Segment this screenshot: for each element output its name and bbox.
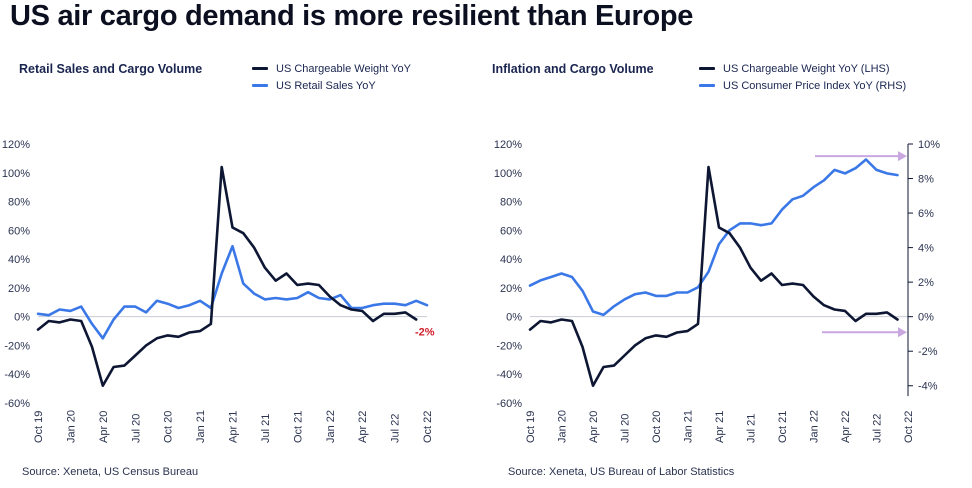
y-right-tick-label: 6% — [918, 208, 934, 220]
x-tick-label: Oct 22 — [903, 411, 915, 443]
y-right-tick-label: 10% — [918, 139, 940, 151]
chart1-legend: US Chargeable Weight YoY US Retail Sales… — [252, 60, 411, 94]
weight-arrow-head — [898, 327, 907, 338]
x-tick-label: Jul 21 — [260, 414, 272, 443]
y-tick-label: -40% — [4, 369, 30, 381]
x-tick-label: Jan 21 — [683, 410, 695, 443]
y-tick-label: 60% — [8, 225, 30, 237]
x-tick-label: Jul 22 — [390, 414, 402, 443]
y-right-tick-label: -4% — [918, 381, 938, 393]
x-tick-label: Jan 20 — [65, 410, 77, 443]
y-tick-label: 120% — [494, 139, 522, 151]
y-tick-label: 60% — [500, 225, 522, 237]
legend-label: US Chargeable Weight YoY (LHS) — [723, 62, 890, 75]
series-line-blue — [36, 244, 429, 340]
x-tick-label: Jan 22 — [809, 410, 821, 443]
y-right-tick-label: 8% — [918, 174, 934, 186]
y-tick-label: 40% — [8, 254, 30, 266]
x-tick-label: Apr 21 — [714, 411, 726, 443]
legend-label: US Chargeable Weight YoY — [276, 62, 411, 75]
y-tick-label: -40% — [496, 369, 522, 381]
legend-swatch-blue — [699, 84, 715, 87]
x-tick-label: Oct 20 — [651, 411, 663, 443]
series-line-blue — [528, 158, 899, 317]
legend-swatch-dark — [252, 67, 268, 70]
x-tick-label: Apr 20 — [588, 411, 600, 443]
chart1-legend-item-weight: US Chargeable Weight YoY — [252, 60, 411, 77]
y-right-tick-label: 4% — [918, 243, 934, 255]
chart1-legend-item-retail: US Retail Sales YoY — [252, 77, 411, 94]
x-tick-label: Oct 19 — [33, 411, 45, 443]
chart2-plot: -60% -40% -20% 0% 20% 40% 60% 80% 100% 120% Oct 19… — [494, 139, 940, 443]
x-tick-label: Jul 21 — [746, 414, 758, 443]
x-tick-label: Oct 21 — [777, 411, 789, 443]
series-line-weight — [36, 165, 418, 387]
y-right-tick-label: 2% — [918, 277, 934, 289]
x-tick-label: Apr 21 — [228, 411, 240, 443]
y-right-tick-label: 0% — [918, 312, 934, 324]
x-tick-label: Oct 21 — [292, 411, 304, 443]
legend-swatch-blue — [252, 84, 268, 87]
chart1-subtitle: Retail Sales and Cargo Volume — [19, 62, 203, 76]
chart1-source: Source: Xeneta, US Census Bureau — [22, 466, 199, 478]
x-tick-label: Apr 20 — [98, 411, 110, 443]
x-tick-label: Jul 20 — [620, 414, 632, 443]
x-tick-label: Jan 20 — [557, 410, 569, 443]
x-tick-label: Oct 22 — [422, 411, 434, 443]
y-tick-label: -60% — [496, 398, 522, 410]
y-tick-label: 80% — [8, 197, 30, 209]
y-tick-label: -60% — [4, 398, 30, 410]
x-tick-label: Jan 21 — [195, 410, 207, 443]
y-tick-label: -20% — [496, 340, 522, 352]
x-tick-label: Jan 22 — [325, 410, 337, 443]
main-title: US air cargo demand is more resilient th… — [10, 0, 694, 32]
y-tick-label: -20% — [4, 340, 30, 352]
chart2-legend-item-cpi: US Consumer Price Index YoY (RHS) — [699, 77, 906, 94]
y-tick-label: 20% — [500, 283, 522, 295]
chart2-subtitle: Inflation and Cargo Volume — [492, 62, 654, 76]
chart2-legend-item-weight: US Chargeable Weight YoY (LHS) — [699, 60, 906, 77]
x-tick-label: Apr 22 — [357, 411, 369, 443]
chart2-source: Source: Xeneta, US Bureau of Labor Stati… — [508, 466, 735, 478]
x-tick-label: Jul 20 — [130, 414, 142, 443]
x-tick-label: Oct 20 — [163, 411, 175, 443]
legend-label: US Consumer Price Index YoY (RHS) — [723, 79, 907, 92]
y-tick-label: 100% — [2, 168, 30, 180]
series-line-weight — [528, 165, 899, 387]
y-tick-label: 0% — [506, 312, 522, 324]
y-tick-label: 100% — [494, 168, 522, 180]
annotation-label: -2% — [415, 327, 435, 339]
y-tick-label: 0% — [14, 312, 30, 324]
y-tick-label: 80% — [500, 197, 522, 209]
y-right-tick-label: -2% — [918, 346, 938, 358]
chart2-legend: US Chargeable Weight YoY (LHS) US Consum… — [699, 60, 906, 94]
x-tick-label: Apr 22 — [840, 411, 852, 443]
x-tick-label: Oct 19 — [525, 411, 537, 443]
cpi-arrow-head — [898, 151, 907, 162]
y-tick-label: 120% — [2, 139, 30, 151]
chart1-plot: -60% -40% -20% 0% 20% 40% 60% 80% 100% 120% Oct 19… — [2, 139, 435, 443]
legend-label: US Retail Sales YoY — [276, 79, 376, 92]
y-tick-label: 20% — [8, 283, 30, 295]
x-tick-label: Jul 22 — [872, 414, 884, 443]
legend-swatch-dark — [699, 67, 715, 70]
y-tick-label: 40% — [500, 254, 522, 266]
